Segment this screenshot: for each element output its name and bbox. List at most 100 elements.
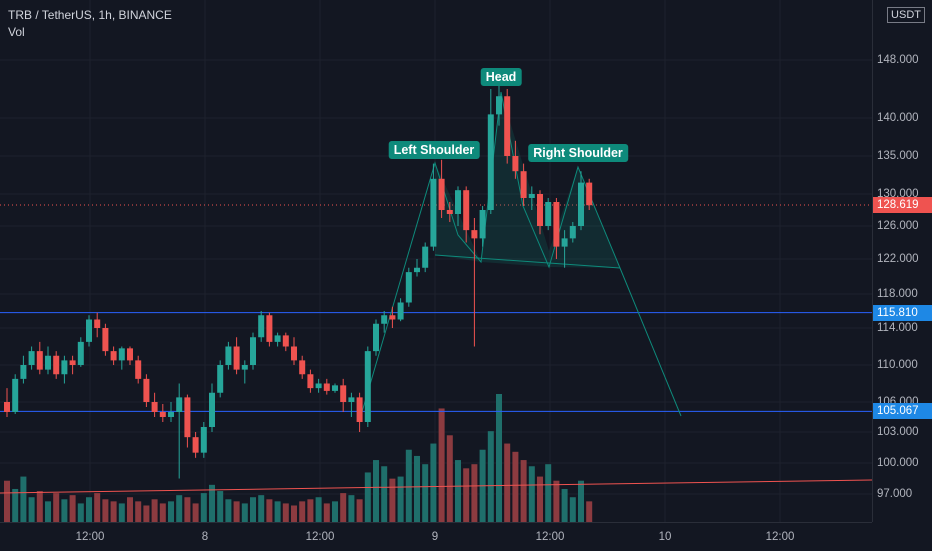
volume-bar <box>381 466 388 522</box>
candle-body <box>258 315 265 338</box>
time-tick-label: 12:00 <box>75 531 105 543</box>
currency-button[interactable]: USDT <box>887 7 925 23</box>
candle-body <box>61 360 68 375</box>
candle-body <box>209 392 215 427</box>
volume-bar <box>414 455 420 522</box>
volume-bar <box>233 501 240 522</box>
left-shoulder-label: Left Shoulder <box>388 141 480 159</box>
candle-body <box>578 182 584 226</box>
candle-body <box>520 171 527 198</box>
candle-body <box>487 114 494 210</box>
volume-bar <box>4 480 10 522</box>
volume-bar <box>135 501 142 522</box>
volume-bar <box>45 501 51 522</box>
volume-indicator-label[interactable]: Vol <box>8 25 25 39</box>
candle-body <box>225 346 232 365</box>
volume-ma-line <box>0 479 873 494</box>
candle-body <box>28 351 35 365</box>
volume-bar <box>315 497 322 522</box>
volume-bar <box>586 501 593 522</box>
volume-bar <box>143 505 150 522</box>
volume-bar <box>110 501 117 522</box>
candle-body <box>282 335 289 347</box>
candle-body <box>561 238 568 247</box>
candle-body <box>53 355 60 375</box>
candle-body <box>479 210 486 239</box>
volume-bar <box>299 501 306 522</box>
price-tick-label: 103.000 <box>877 426 919 438</box>
volume-bar <box>422 464 429 522</box>
volume-bar <box>348 495 355 522</box>
candle-body <box>348 397 355 402</box>
candle-body <box>430 178 437 247</box>
volume-bar <box>487 431 494 522</box>
volume-bar <box>537 476 543 522</box>
time-axis[interactable]: 12:00 8 12:00 9 12:00 10 12:00 <box>0 522 872 551</box>
volume-bar <box>36 491 43 522</box>
right-shoulder-label: Right Shoulder <box>528 144 628 162</box>
volume-bar <box>86 497 92 522</box>
candle-body <box>200 427 207 453</box>
candle-body <box>266 315 273 342</box>
volume-bar <box>159 503 166 522</box>
candle-body <box>373 323 379 352</box>
volume-bar <box>53 493 60 522</box>
volume-bar <box>446 435 453 522</box>
price-tick-label: 126.000 <box>877 220 919 232</box>
candle-body <box>463 190 470 231</box>
candle-body <box>332 385 338 391</box>
symbol-title[interactable]: TRB / TetherUS, 1h, BINANCE <box>8 8 172 22</box>
candle-body <box>127 348 133 361</box>
volume-bar <box>323 503 330 522</box>
volume-bar <box>397 476 404 522</box>
time-tick-label: 8 <box>201 531 209 543</box>
candle-body <box>168 412 174 417</box>
candle-body <box>118 348 125 361</box>
volume-bar <box>430 443 437 522</box>
candle-body <box>315 383 322 389</box>
candle-body <box>241 365 248 370</box>
volume-bar <box>545 464 552 522</box>
volume-bar <box>569 497 576 522</box>
candle-body <box>414 267 420 273</box>
volume-bar <box>102 499 109 522</box>
volume-bar <box>28 497 35 522</box>
candle-body <box>512 156 519 172</box>
candle-body <box>102 328 109 352</box>
candle-body <box>446 210 453 214</box>
volume-bar <box>504 443 511 522</box>
volume-bar <box>512 451 519 522</box>
volume-bar <box>168 501 174 522</box>
candle-body <box>381 315 388 324</box>
volume-bar <box>176 495 183 522</box>
candle-body <box>135 360 142 379</box>
pattern-neckline <box>434 254 621 269</box>
candle-body <box>192 437 199 453</box>
volume-bar <box>94 493 101 522</box>
price-tick-label: 122.000 <box>877 253 919 265</box>
price-tick-label: 110.000 <box>877 359 918 371</box>
chart-pane[interactable]: TRB / TetherUS, 1h, BINANCE Vol Left Sho… <box>0 0 873 522</box>
volume-bar <box>258 495 265 522</box>
price-axis[interactable]: USDT 148.000 140.000 135.000 130.000 126.000… <box>872 0 932 522</box>
volume-bar <box>61 499 68 522</box>
volume-bar <box>389 478 396 522</box>
volume-bar <box>463 468 470 522</box>
volume-bar <box>266 499 273 522</box>
volume-bar <box>69 495 76 522</box>
candle-body <box>553 202 560 247</box>
head-label: Head <box>480 68 522 86</box>
candle-body <box>94 319 101 328</box>
volume-bar <box>471 464 478 522</box>
volume-bar <box>250 497 256 522</box>
volume-bar <box>77 503 84 522</box>
time-tick-label: 10 <box>658 531 672 543</box>
price-chart[interactable] <box>0 0 873 522</box>
price-tick-label: 100.000 <box>877 457 919 469</box>
price-tick-label: 135.000 <box>877 150 919 162</box>
candle-body <box>307 374 314 389</box>
volume-bar <box>438 408 445 522</box>
volume-bar <box>12 488 19 522</box>
candle-body <box>389 315 396 320</box>
candle-body <box>20 365 27 379</box>
